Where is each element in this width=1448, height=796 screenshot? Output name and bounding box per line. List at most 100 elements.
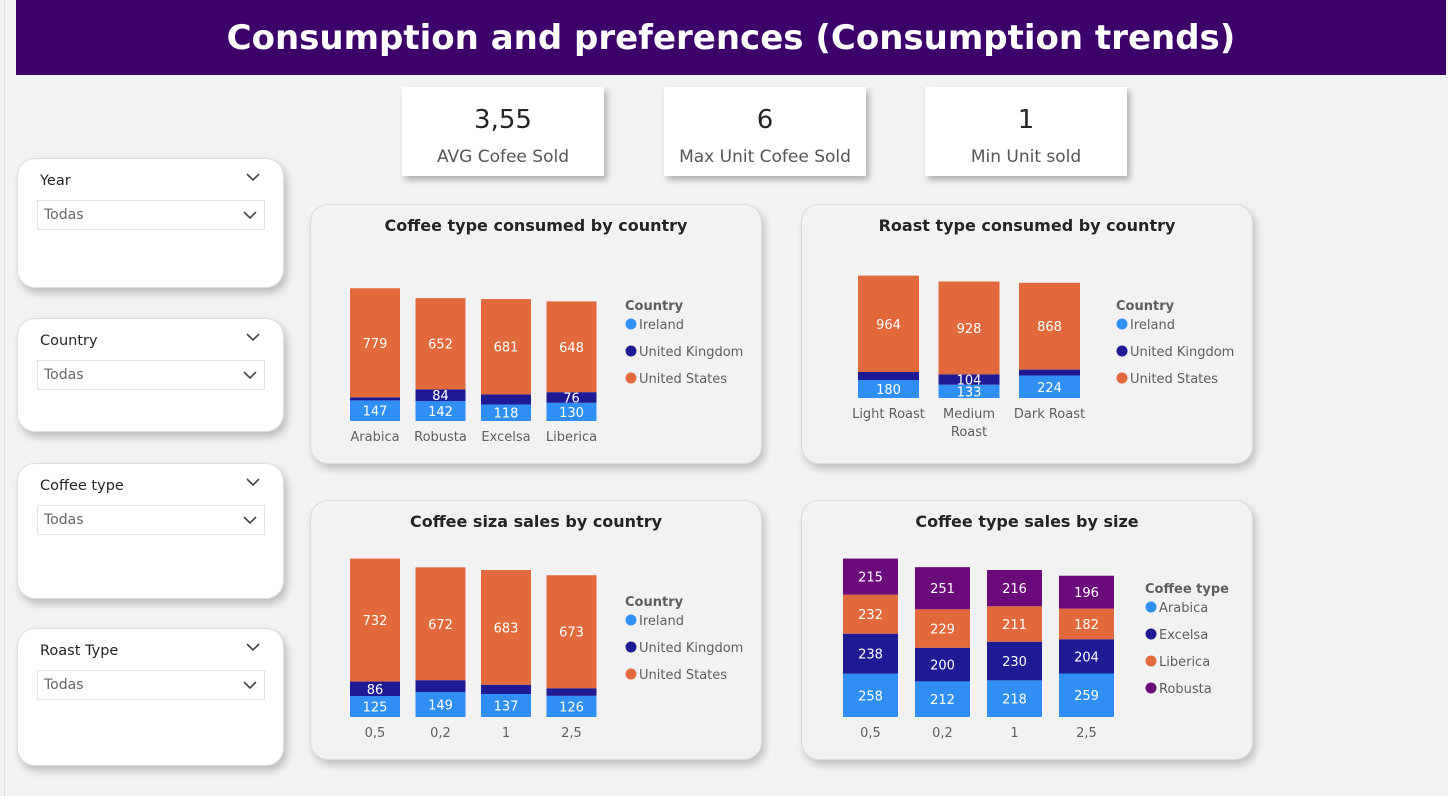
x-tick-label: Robusta bbox=[414, 430, 467, 445]
data-label: 84 bbox=[432, 389, 449, 404]
bar-segment-excelsa[interactable] bbox=[915, 647, 970, 682]
bar-segment-united-kingdom[interactable] bbox=[1019, 369, 1080, 376]
bar-segment-arabica[interactable] bbox=[1059, 673, 1114, 717]
legend-item-united-states[interactable]: United States bbox=[639, 372, 727, 387]
roast-type-dropdown[interactable]: Todas bbox=[37, 670, 265, 700]
legend-title: Coffee type bbox=[1145, 582, 1229, 597]
x-tick-label: Dark Roast bbox=[1014, 407, 1085, 422]
bar-segment-united-states[interactable] bbox=[350, 558, 400, 682]
bar-segment-united-states[interactable] bbox=[415, 567, 466, 681]
bar-segment-robusta[interactable] bbox=[987, 570, 1042, 607]
bar-segment-united-kingdom[interactable] bbox=[415, 389, 466, 402]
kpi-card-avg-coffee-sold: 3,55 AVG Cofee Sold bbox=[402, 87, 604, 176]
data-label: 258 bbox=[858, 689, 883, 704]
kpi-label: Min Unit sold bbox=[970, 147, 1082, 167]
kpi-label: Max Unit Cofee Sold bbox=[679, 147, 851, 167]
bar-segment-ireland[interactable] bbox=[481, 693, 531, 717]
bar-segment-united-states[interactable] bbox=[481, 570, 531, 685]
legend-marker bbox=[1145, 655, 1157, 667]
bar-segment-united-states[interactable] bbox=[1019, 282, 1080, 370]
data-label: 215 bbox=[858, 571, 883, 586]
bar-segment-united-kingdom[interactable] bbox=[350, 397, 400, 401]
x-tick-label: Medium bbox=[943, 407, 995, 422]
bar-segment-united-states[interactable] bbox=[546, 301, 597, 393]
slicer-coffee-type: Coffee type Todas bbox=[17, 463, 284, 599]
legend-item-ireland[interactable]: Ireland bbox=[639, 614, 684, 629]
bar-segment-united-kingdom[interactable] bbox=[481, 684, 531, 694]
bar-segment-ireland[interactable] bbox=[350, 696, 400, 717]
bar-segment-ireland[interactable] bbox=[415, 401, 466, 421]
chart-card-roast-type-by-country: Roast type consumed by country 180 964 Lig… bbox=[801, 204, 1253, 464]
bar-segment-united-kingdom[interactable] bbox=[415, 680, 466, 692]
legend-item-united-states[interactable]: United States bbox=[1130, 372, 1218, 387]
bar-segment-united-states[interactable] bbox=[481, 299, 531, 395]
stacked-bar-chart: 125 86 732 0,5 149 672 0,2 137 683 1 126 673 2,5 Coun… bbox=[350, 558, 743, 741]
legend-item-robusta[interactable]: Robusta bbox=[1159, 682, 1212, 697]
bar-segment-arabica[interactable] bbox=[843, 673, 898, 717]
data-label: 182 bbox=[1074, 618, 1099, 633]
bar-segment-united-kingdom[interactable] bbox=[481, 394, 531, 405]
bar-segment-excelsa[interactable] bbox=[987, 641, 1042, 681]
chevron-down-icon[interactable] bbox=[245, 476, 261, 488]
legend-item-liberica[interactable]: Liberica bbox=[1159, 655, 1210, 670]
bar-segment-united-states[interactable] bbox=[546, 575, 597, 689]
legend-item-excelsa[interactable]: Excelsa bbox=[1159, 628, 1208, 643]
bar-segment-ireland[interactable] bbox=[546, 695, 597, 717]
bar-segment-ireland[interactable] bbox=[546, 402, 597, 421]
legend-item-arabica[interactable]: Arabica bbox=[1159, 601, 1208, 616]
legend-item-ireland[interactable]: Ireland bbox=[1130, 318, 1175, 333]
country-dropdown[interactable]: Todas bbox=[37, 360, 265, 390]
legend-item-united-states[interactable]: United States bbox=[639, 668, 727, 683]
bar-segment-robusta[interactable] bbox=[843, 558, 898, 595]
coffee-type-dropdown[interactable]: Todas bbox=[37, 505, 265, 535]
data-label: 133 bbox=[957, 385, 982, 400]
x-tick-label: Light Roast bbox=[852, 407, 925, 422]
legend-marker bbox=[1116, 318, 1128, 330]
bar-segment-liberica[interactable] bbox=[843, 594, 898, 634]
bar-segment-arabica[interactable] bbox=[987, 680, 1042, 717]
chevron-down-icon bbox=[243, 516, 257, 525]
chevron-down-icon[interactable] bbox=[245, 641, 261, 653]
data-label: 130 bbox=[559, 406, 584, 421]
bar-segment-ireland[interactable] bbox=[938, 384, 1000, 398]
legend-item-united-kingdom[interactable]: United Kingdom bbox=[639, 641, 743, 656]
bar-segment-united-kingdom[interactable] bbox=[350, 681, 400, 696]
bar-segment-excelsa[interactable] bbox=[1059, 639, 1114, 674]
bar-segment-robusta[interactable] bbox=[915, 567, 970, 610]
bar-segment-liberica[interactable] bbox=[915, 609, 970, 648]
legend-title: Country bbox=[1116, 299, 1175, 314]
chevron-down-icon bbox=[243, 681, 257, 690]
kpi-value: 1 bbox=[1017, 105, 1035, 135]
bar-segment-liberica[interactable] bbox=[1059, 608, 1114, 640]
legend-item-ireland[interactable]: Ireland bbox=[639, 318, 684, 333]
bar-segment-arabica[interactable] bbox=[915, 681, 970, 717]
data-label: 259 bbox=[1074, 689, 1099, 704]
stacked-bar-chart: 258 238 232 215 0,5 212 200 229 251 0,2 218 230 211 2… bbox=[843, 558, 1229, 741]
bar-segment-ireland[interactable] bbox=[350, 400, 400, 421]
bar-segment-united-states[interactable] bbox=[938, 281, 1000, 375]
bar-segment-liberica[interactable] bbox=[987, 606, 1042, 642]
bar-segment-ireland[interactable] bbox=[481, 404, 531, 421]
bar-segment-ireland[interactable] bbox=[1019, 375, 1080, 398]
bar-segment-ireland[interactable] bbox=[858, 380, 919, 398]
bar-segment-united-states[interactable] bbox=[858, 275, 919, 372]
bar-segment-united-states[interactable] bbox=[350, 288, 400, 398]
chevron-down-icon[interactable] bbox=[245, 171, 261, 183]
data-label: 779 bbox=[363, 337, 388, 352]
year-dropdown[interactable]: Todas bbox=[37, 200, 265, 230]
x-tick-label: 0,2 bbox=[932, 726, 953, 741]
data-label: 218 bbox=[1002, 693, 1027, 708]
bar-segment-ireland[interactable] bbox=[415, 691, 466, 717]
bar-segment-united-kingdom[interactable] bbox=[938, 374, 1000, 385]
bar-segment-united-kingdom[interactable] bbox=[858, 372, 919, 380]
bar-segment-united-kingdom[interactable] bbox=[546, 688, 597, 696]
bar-segment-robusta[interactable] bbox=[1059, 575, 1114, 609]
bar-segment-united-states[interactable] bbox=[415, 298, 466, 390]
legend-item-united-kingdom[interactable]: United Kingdom bbox=[639, 345, 743, 360]
legend-item-united-kingdom[interactable]: United Kingdom bbox=[1130, 345, 1234, 360]
bar-segment-united-kingdom[interactable] bbox=[546, 392, 597, 403]
data-label: 126 bbox=[559, 700, 584, 715]
bar-segment-excelsa[interactable] bbox=[843, 633, 898, 674]
chevron-down-icon[interactable] bbox=[245, 331, 261, 343]
